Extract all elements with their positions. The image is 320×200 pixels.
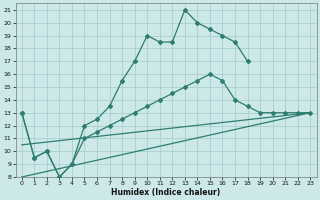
- X-axis label: Humidex (Indice chaleur): Humidex (Indice chaleur): [111, 188, 221, 197]
